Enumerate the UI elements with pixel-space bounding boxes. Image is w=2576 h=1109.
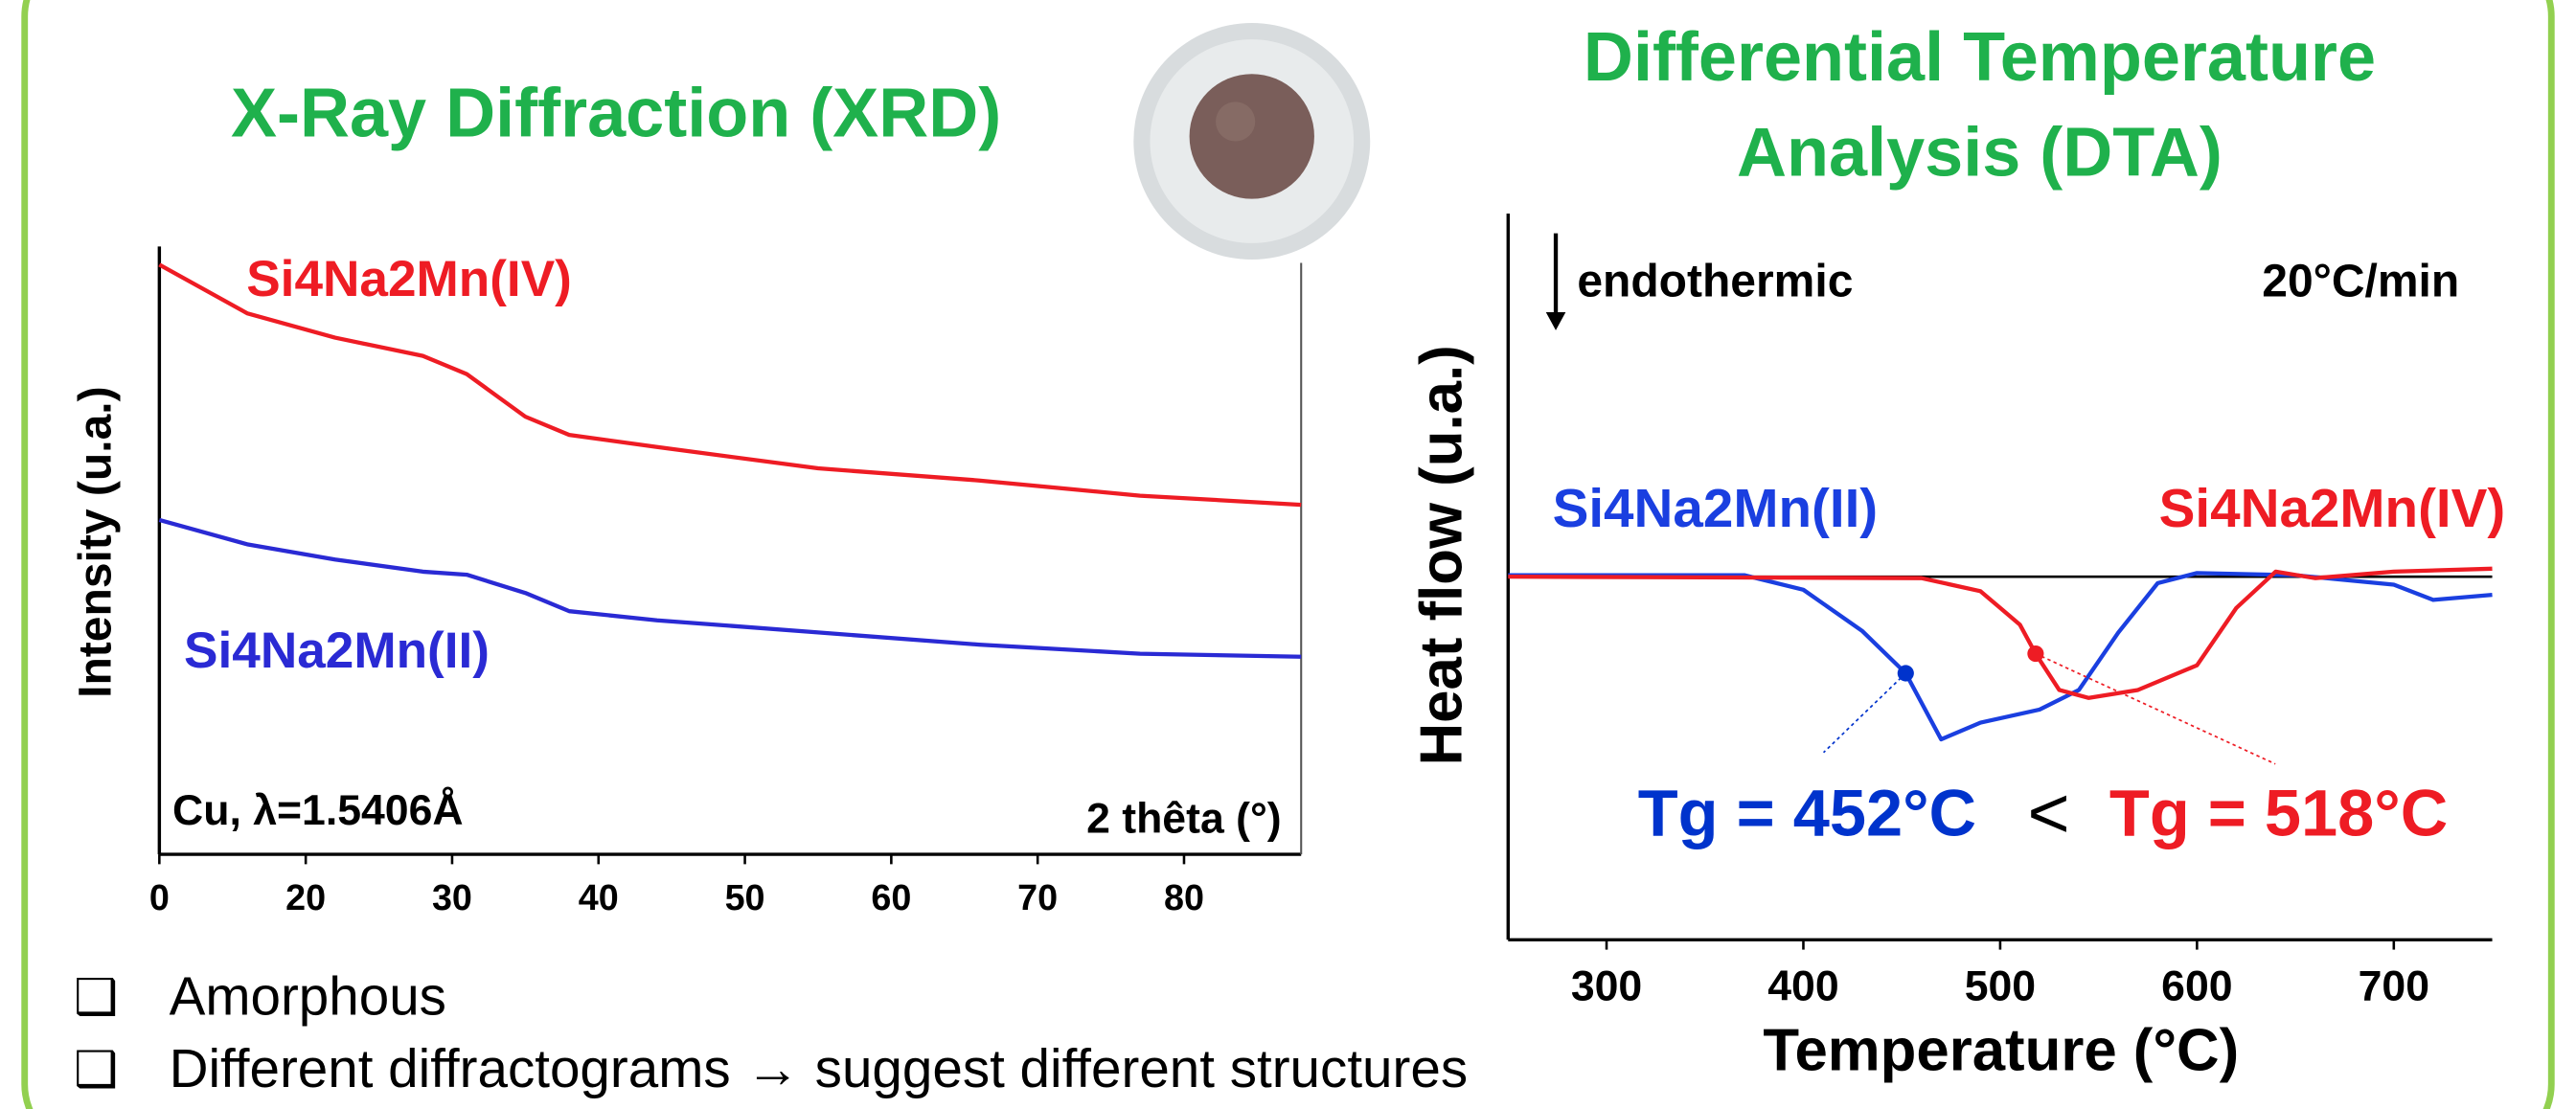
tg-marker [2027, 645, 2043, 662]
y-axis-label: Intensity (u.a.) [71, 386, 122, 698]
bullet-box: ❑ [74, 968, 118, 1024]
x-tick-label: 70 [1017, 877, 1058, 917]
x-tick-label: 500 [1965, 963, 2036, 1010]
arrow [1546, 234, 1566, 330]
x-tick-label: 50 [725, 877, 765, 917]
chart-title: Analysis (DTA) [1737, 115, 2223, 192]
slide: ❑ ❑ Amorphous Different diffractograms →… [0, 0, 2576, 1109]
x-tick-label: 30 [432, 877, 472, 917]
bullet-box: ❑ [74, 1041, 118, 1097]
bullet: Different diffractograms → suggest diffe… [170, 1038, 1469, 1098]
chart-title: X-Ray Diffraction (XRD) [231, 76, 1001, 152]
x-tick-label: 20 [285, 877, 326, 917]
sample-photo [1133, 23, 1370, 260]
y-axis-label: Heat flow (u.a.) [1408, 345, 1474, 765]
marker-leader [2036, 654, 2275, 764]
data-line [1508, 573, 2492, 739]
tg-label: Tg = 518°C [2109, 776, 2448, 849]
annotation: Cu, λ=1.5406Å [172, 787, 464, 834]
tg-label: Tg = 452°C [1638, 776, 1976, 849]
annotation: endothermic [1577, 256, 1853, 306]
chart-title: Differential Temperature [1584, 19, 2376, 96]
x-tick-label: 40 [579, 877, 619, 917]
comparison: < [2027, 772, 2069, 852]
rate-label: 20°C/min [2262, 256, 2459, 306]
series-label: Si4Na2Mn(II) [184, 622, 490, 679]
series-label: Si4Na2Mn(IV) [2159, 478, 2506, 538]
marker-leader [1824, 673, 1906, 753]
page: {"chart_data": [ {"type": "line", "title… [0, 0, 2576, 1109]
x-tick-label: 0 [149, 877, 170, 917]
x-tick-label: 80 [1164, 877, 1204, 917]
x-axis-label: Temperature (°C) [1763, 1018, 2239, 1084]
x-tick-label: 300 [1571, 963, 1642, 1010]
x-tick-label: 600 [2161, 963, 2232, 1010]
bullet: Amorphous [170, 966, 446, 1027]
series-label: Si4Na2Mn(II) [1553, 478, 1879, 538]
x-tick-label: 400 [1767, 963, 1838, 1010]
x-axis-label: 2 thêta (°) [1086, 796, 1282, 843]
tg-marker [1898, 665, 1914, 681]
x-tick-label: 700 [2359, 963, 2429, 1010]
series-label: Si4Na2Mn(IV) [246, 251, 572, 307]
x-tick-label: 60 [871, 877, 911, 917]
data-line [1508, 569, 2492, 698]
